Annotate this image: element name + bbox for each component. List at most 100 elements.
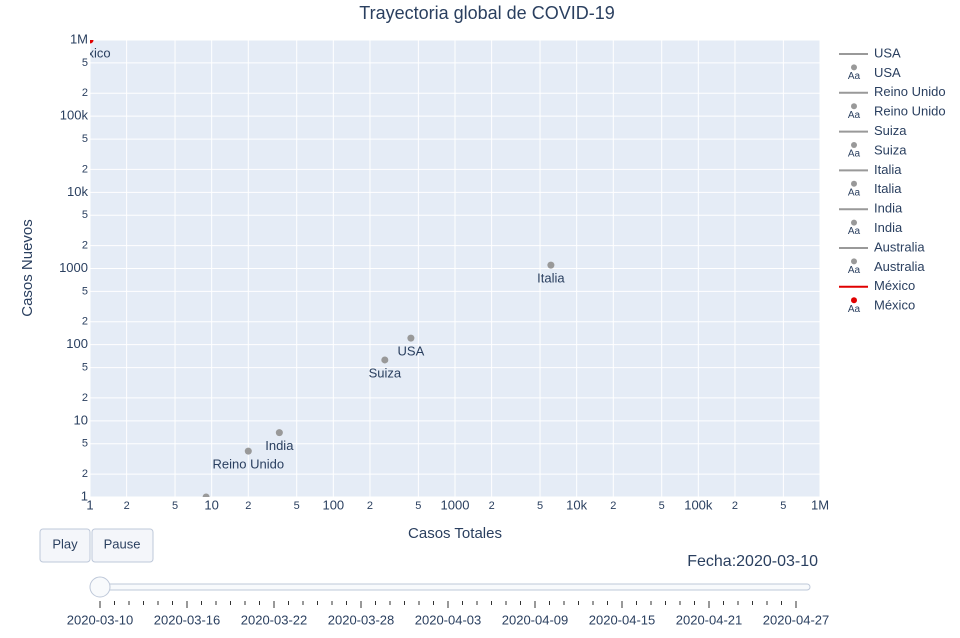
legend-label[interactable]: Suiza [874, 142, 907, 157]
x-tick-label: 100 [322, 497, 344, 512]
y-tick-label: 5 [82, 133, 88, 145]
y-tick-label: 5 [82, 209, 88, 221]
y-axis-title: Casos Nuevos [19, 219, 36, 317]
point [381, 356, 389, 364]
legend-icon-text: Aa [848, 149, 861, 160]
point-label: India [265, 438, 294, 453]
legend-label[interactable]: Italia [874, 181, 902, 196]
slider-label[interactable]: 2020-04-21 [676, 612, 743, 627]
legend-marker [851, 142, 857, 148]
x-axis-title: Casos Totales [408, 525, 502, 542]
y-tick-label: 100 [66, 336, 88, 351]
legend-icon-text: Aa [848, 265, 861, 276]
legend-label[interactable]: Reino Unido [874, 84, 946, 99]
legend-icon-text: Aa [848, 71, 861, 82]
point [547, 261, 555, 269]
button-label[interactable]: Pause [104, 536, 141, 551]
legend-marker [851, 219, 857, 226]
slider-label[interactable]: 2020-04-09 [502, 612, 569, 627]
point [202, 493, 210, 497]
legend-label[interactable]: USA [874, 45, 901, 60]
point-label: Reino Unido [213, 457, 285, 472]
x-tick-label: 2 [489, 500, 495, 512]
slider-prefix: Fecha: [687, 553, 736, 570]
point-label: México [69, 45, 110, 60]
x-tick-label: 2 [610, 500, 616, 512]
x-tick-label: 5 [415, 500, 421, 512]
x-tick-label: 2 [124, 500, 130, 512]
x-tick-label: 5 [659, 500, 665, 512]
slider-handle[interactable] [89, 576, 111, 598]
x-tick-label: 1M [811, 497, 829, 512]
pause-button[interactable]: Pause [91, 528, 154, 563]
point [244, 447, 252, 455]
legend-label[interactable]: Suiza [874, 123, 907, 138]
legend-marker [851, 258, 857, 265]
x-tick-label: 5 [294, 500, 300, 512]
point [275, 429, 283, 437]
y-tick-label: 10 [74, 412, 88, 427]
y-tick-label: 1000 [59, 260, 88, 275]
y-tick-label: 2 [82, 392, 88, 404]
x-tick-label: 10 [204, 497, 218, 512]
legend-icon-text: Aa [848, 110, 861, 121]
legend-label[interactable]: India [874, 220, 903, 235]
legend-label[interactable]: India [874, 201, 903, 216]
x-tick-label: 1 [86, 497, 93, 512]
legend: USA Aa USA Reino Unido Aa Reino Unido Suiza Aa S… [839, 45, 946, 315]
y-tick-label: 5 [82, 57, 88, 69]
chart-title: Trayectoria global de COVID-19 [359, 3, 614, 23]
point-label: Suiza [369, 365, 402, 380]
y-tick-label: 2 [82, 468, 88, 480]
legend-icon-text: Aa [848, 226, 861, 237]
slider-label[interactable]: 2020-03-28 [328, 612, 395, 627]
y-tick-label: 10k [67, 184, 88, 199]
legend-label[interactable]: USA [874, 65, 901, 80]
button-frame[interactable] [39, 528, 91, 563]
legend-label[interactable]: Reino Unido [874, 104, 946, 119]
x-tick-label: 5 [172, 500, 178, 512]
slider-value: 2020-03-10 [736, 553, 818, 570]
button-label[interactable]: Play [52, 536, 78, 551]
y-tick-label: 2 [82, 163, 88, 175]
x-tick-label: 10k [566, 497, 587, 512]
legend-label[interactable]: México [874, 298, 915, 313]
x-tick-label: 2 [732, 500, 738, 512]
legend-label[interactable]: Australia [874, 259, 925, 274]
x-tick-label: 2 [245, 500, 251, 512]
x-tick-label: 2 [367, 500, 373, 512]
legend-marker [851, 297, 857, 304]
x-tick-label: 100k [684, 497, 713, 512]
point [90, 40, 94, 44]
x-tick-label: 5 [537, 500, 543, 512]
legend-icon-text: Aa [848, 304, 861, 315]
y-tick-label: 100k [60, 108, 89, 123]
button-frame[interactable] [91, 528, 154, 563]
slider-label[interactable]: 2020-04-03 [415, 612, 482, 627]
play-button[interactable]: Play [39, 528, 91, 563]
slider-label[interactable]: 2020-03-22 [241, 612, 308, 627]
slider-track[interactable] [89, 583, 811, 591]
y-tick-label: 5 [82, 438, 88, 450]
slider-label[interactable]: 2020-03-10 [67, 612, 134, 627]
slider-label[interactable]: 2020-04-27 [763, 612, 830, 627]
y-tick-label: 2 [82, 316, 88, 328]
legend-label[interactable]: Italia [874, 162, 902, 177]
y-tick-label: 5 [82, 362, 88, 374]
point-label: USA [398, 344, 425, 359]
legend-icon-text: Aa [848, 187, 861, 198]
y-tick-label: 1M [70, 31, 88, 46]
slider-current: Fecha:2020-03-10 [687, 553, 818, 570]
slider-label[interactable]: 2020-03-16 [154, 612, 221, 627]
point-label: Italia [537, 271, 565, 286]
y-tick-label: 1 [81, 488, 88, 503]
legend-marker [851, 180, 857, 187]
legend-marker [851, 103, 857, 110]
legend-label[interactable]: México [874, 278, 915, 293]
legend-label[interactable]: Australia [874, 239, 925, 254]
slider-label[interactable]: 2020-04-15 [589, 612, 656, 627]
x-tick-label: 5 [780, 500, 786, 512]
point [407, 334, 415, 342]
x-tick-label: 1000 [441, 497, 470, 512]
